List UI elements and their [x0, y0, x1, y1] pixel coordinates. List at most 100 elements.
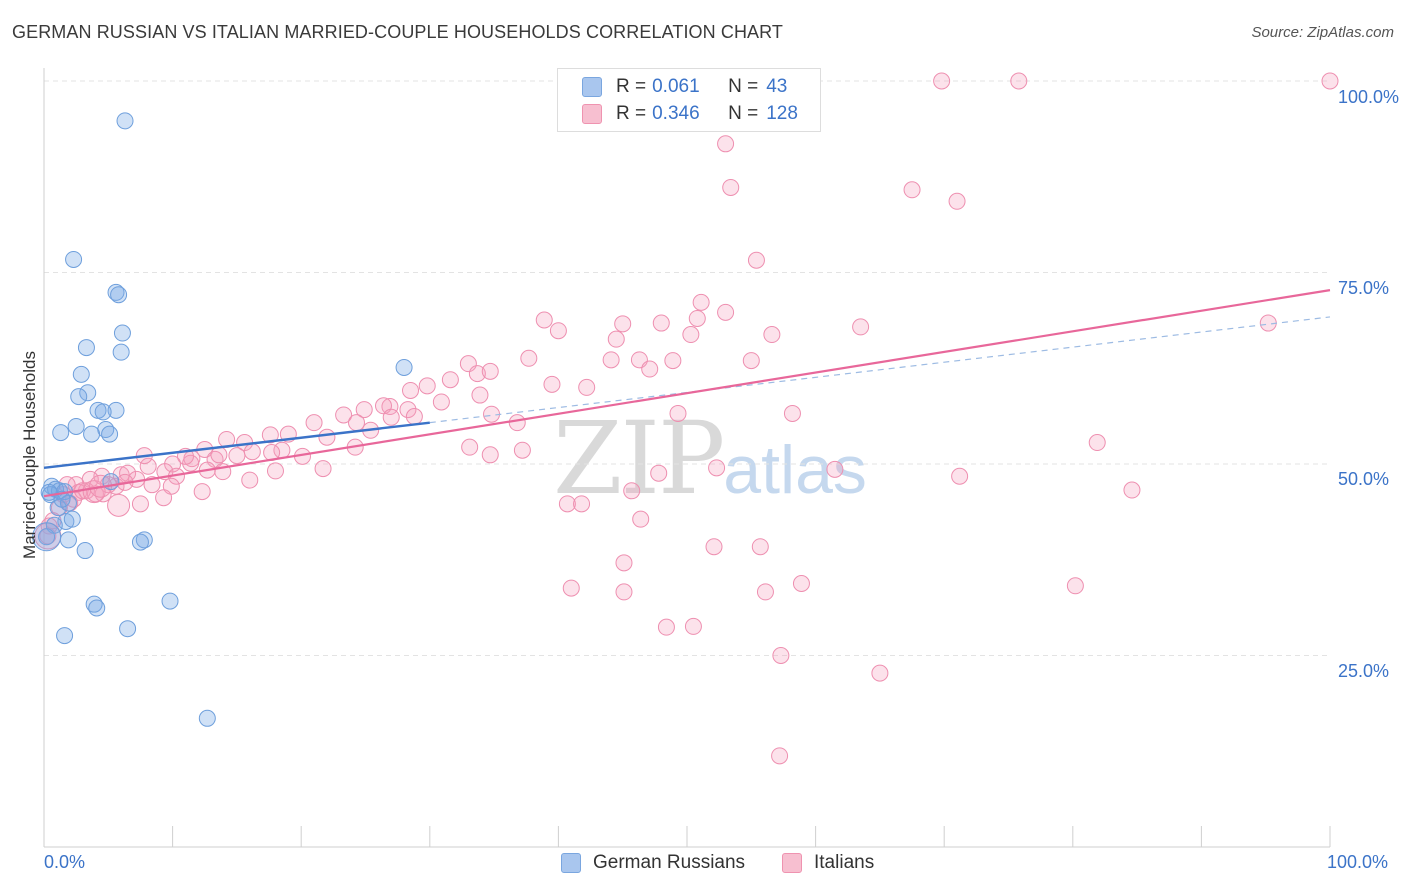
legend-item-italians[interactable]: Italians [782, 852, 874, 874]
italians-point [481, 362, 499, 380]
german-russians-point [63, 510, 81, 528]
italians-point [722, 178, 740, 196]
italians-point [708, 459, 726, 477]
italians-point [641, 360, 659, 378]
italians-point [241, 471, 259, 489]
german-russians-point [119, 620, 137, 638]
german-russians-trend-line [43, 421, 430, 470]
italians-point [1010, 72, 1028, 90]
italians-point [632, 510, 650, 528]
german-russians-point [65, 250, 83, 268]
stats-box: R = 0.061 N = 43 R = 0.346 N = 128 [557, 68, 821, 132]
italians-point [669, 404, 687, 422]
stats-row-italian: R = 0.346 N = 128 [558, 100, 798, 127]
italians-point [1066, 577, 1084, 595]
italians-point [772, 647, 790, 664]
italians-point [573, 495, 591, 513]
italians-point [614, 315, 632, 333]
italians-point [418, 377, 436, 395]
italians-point [951, 467, 969, 485]
italians-point [305, 414, 323, 432]
n-value: 43 [766, 75, 788, 97]
german-russians-point [83, 425, 101, 443]
y-tick-label: 25.0% [1338, 661, 1390, 681]
german-russians-point [88, 599, 106, 617]
italians-point [347, 414, 365, 432]
italians-point [461, 438, 479, 456]
italians-point [602, 351, 620, 369]
italians-point [1123, 481, 1141, 499]
grid-lines [44, 80, 1330, 656]
german-russians-point [101, 425, 119, 443]
italians-point [871, 664, 889, 682]
italians-point [717, 303, 735, 321]
r-label: R = [616, 75, 647, 97]
italians-point [520, 349, 538, 367]
italians-point [717, 135, 735, 153]
legend-item-german-russians[interactable]: German Russians [561, 852, 745, 874]
italians-point [657, 618, 675, 636]
italians-point [261, 426, 279, 444]
german-russians-point [67, 417, 85, 435]
italians-point [933, 72, 951, 90]
x-tick-label-max: 100.0% [1327, 852, 1389, 872]
italians-point [139, 457, 157, 475]
italians-point [771, 747, 789, 765]
italians-point [468, 365, 486, 383]
r-value: 0.346 [652, 102, 700, 124]
n-value: 128 [766, 102, 798, 124]
german-russians-point [49, 499, 67, 517]
italians-point [382, 408, 400, 426]
italians-trend-line [43, 289, 1331, 498]
italians-point [314, 460, 332, 478]
italians-point [155, 489, 173, 507]
italians-point [543, 375, 561, 393]
german-russians-point [110, 286, 128, 304]
italians-point [948, 192, 966, 210]
german-russians-point [59, 531, 77, 549]
italians-point [742, 352, 760, 370]
german-russians-point [53, 490, 71, 508]
italians-point [143, 476, 161, 494]
stats-row-german: R = 0.061 N = 43 [558, 73, 787, 100]
legend: German Russians Italians [0, 852, 1406, 876]
german-russians-point [56, 627, 74, 645]
italians-point [650, 464, 668, 482]
italians-point [903, 181, 921, 199]
italians-point [535, 311, 553, 329]
legend-swatch-german [561, 853, 581, 873]
german-russians-point [72, 365, 90, 383]
y-tick-label: 75.0% [1338, 278, 1390, 298]
german-russians-point [107, 283, 125, 301]
italians-point [652, 314, 670, 332]
italians-point [513, 441, 531, 459]
german-russians-point [77, 339, 95, 357]
italians-point [266, 462, 284, 480]
german-russians-point [70, 388, 88, 406]
r-value: 0.061 [652, 75, 700, 97]
italians-point [705, 538, 723, 556]
trend-lines [43, 289, 1331, 498]
legend-label: German Russians [593, 852, 746, 873]
italians-point [692, 293, 710, 311]
r-label: R = [616, 102, 647, 124]
italians-point [318, 428, 336, 446]
italians-point [826, 460, 844, 478]
italians-point [39, 527, 57, 545]
german-russians-point [112, 343, 130, 361]
italians-point [792, 574, 810, 592]
legend-label: Italians [814, 852, 875, 873]
n-label: N = [728, 102, 759, 124]
italians-point [405, 408, 423, 426]
german-russians-point [198, 709, 216, 727]
german-russians-point [113, 324, 131, 342]
italians-point [783, 404, 801, 422]
n-label: N = [728, 75, 759, 97]
italians-point [688, 309, 706, 327]
german-russians-point [395, 358, 413, 376]
italian-swatch [582, 103, 602, 124]
german-russians-trend-extension [429, 316, 1331, 424]
italians-point [243, 443, 261, 461]
italians-point [210, 446, 228, 464]
italians-point [432, 393, 450, 411]
